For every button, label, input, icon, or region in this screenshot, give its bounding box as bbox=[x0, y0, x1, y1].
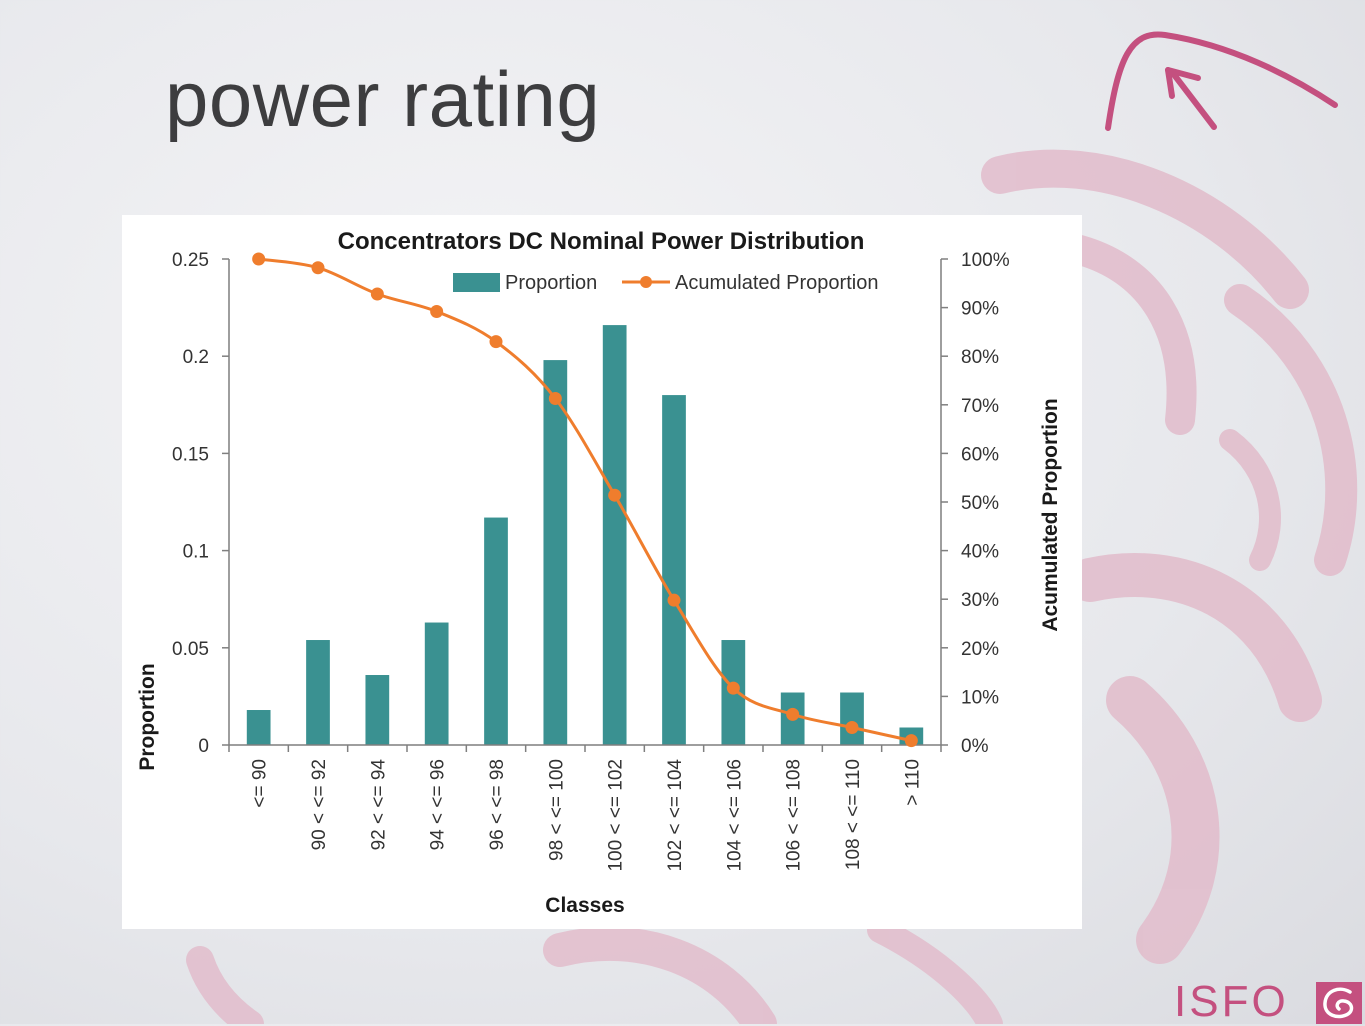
y2-axis-label: Acumulated Proportion bbox=[1039, 398, 1062, 631]
cumulative-point-6 bbox=[608, 488, 622, 502]
cumulative-line-layer bbox=[252, 252, 918, 748]
cumulative-point-10 bbox=[845, 721, 859, 735]
x-tick-label-3: 94 < <= 96 bbox=[428, 759, 449, 850]
y-tick-label-4: 0.2 bbox=[183, 347, 209, 368]
y2-tick-label-1: 10% bbox=[961, 687, 999, 708]
slide-title: power rating bbox=[165, 55, 601, 143]
axes-layer: 0 0.05 0.1 0.15 0.2 0.25 0% 10% 20% 30% 40% 50% 60% 7… bbox=[172, 250, 1010, 872]
y-tick-label-2: 0.1 bbox=[183, 542, 209, 563]
x-tick-label-4: 96 < <= 98 bbox=[487, 759, 508, 850]
bar-6 bbox=[602, 325, 627, 745]
cumulative-point-9 bbox=[786, 707, 800, 721]
x-tick-label-11: > 110 bbox=[902, 759, 923, 806]
y2-tick-label-5: 50% bbox=[961, 493, 999, 514]
cumulative-point-3 bbox=[430, 304, 444, 318]
cumulative-line bbox=[258, 257, 912, 743]
x-tick-label-10: 108 < <= 110 bbox=[843, 759, 864, 870]
legend-cumulative-label: Acumulated Proportion bbox=[675, 272, 878, 294]
bar-1 bbox=[306, 640, 330, 745]
cumulative-point-0 bbox=[252, 252, 266, 266]
x-axis-label: Classes bbox=[545, 894, 624, 917]
x-tick-label-9: 106 < <= 108 bbox=[784, 759, 805, 872]
cumulative-point-1 bbox=[311, 261, 325, 275]
x-tick-label-6: 100 < <= 102 bbox=[606, 759, 627, 872]
y2-tick-label-9: 90% bbox=[961, 299, 999, 320]
bar-2 bbox=[365, 675, 390, 745]
y-tick-label-5: 0.25 bbox=[172, 250, 209, 271]
isfoc-logo: ISFO bbox=[1170, 978, 1365, 1024]
cumulative-point-5 bbox=[548, 391, 562, 405]
legend-proportion-label: Proportion bbox=[505, 272, 597, 294]
y2-tick-label-4: 40% bbox=[961, 542, 999, 563]
logo-text: ISFO bbox=[1174, 977, 1289, 1026]
y2-tick-label-8: 80% bbox=[961, 347, 999, 368]
x-tick-label-7: 102 < <= 104 bbox=[665, 759, 686, 872]
y2-tick-label-2: 20% bbox=[961, 639, 999, 660]
cumulative-point-2 bbox=[370, 287, 384, 301]
bar-10 bbox=[840, 692, 864, 745]
cumulative-point-4 bbox=[489, 335, 503, 349]
bar-3 bbox=[424, 622, 449, 745]
chart-title: Concentrators DC Nominal Power Distribut… bbox=[338, 228, 865, 255]
cumulative-point-7 bbox=[667, 593, 681, 607]
x-tick-label-0: <= 90 bbox=[250, 759, 271, 808]
chart-panel: Concentrators DC Nominal Power Distribut… bbox=[122, 215, 1082, 929]
y2-tick-label-0: 0% bbox=[961, 736, 989, 757]
legend-proportion-swatch bbox=[453, 273, 500, 292]
y-axis-label: Proportion bbox=[136, 663, 159, 770]
y-tick-label-0: 0 bbox=[198, 736, 209, 757]
legend-cumulative-marker bbox=[640, 276, 652, 288]
bar-5 bbox=[543, 360, 568, 745]
x-tick-label-1: 90 < <= 92 bbox=[309, 759, 330, 850]
x-tick-label-2: 92 < <= 94 bbox=[368, 759, 389, 851]
bar-7 bbox=[662, 395, 686, 745]
y-tick-label-1: 0.05 bbox=[172, 639, 209, 660]
bar-0 bbox=[246, 710, 271, 745]
logo-swirl-icon bbox=[1316, 982, 1362, 1024]
y2-tick-label-7: 70% bbox=[961, 396, 999, 417]
y2-tick-label-6: 60% bbox=[961, 444, 999, 465]
legend: Proportion Acumulated Proportion bbox=[453, 272, 878, 294]
y2-tick-label-3: 30% bbox=[961, 590, 999, 611]
chart: Concentrators DC Nominal Power Distribut… bbox=[136, 228, 1062, 917]
cumulative-point-8 bbox=[726, 681, 740, 695]
bar-4 bbox=[484, 517, 508, 745]
bars-layer bbox=[246, 325, 924, 745]
x-tick-label-5: 98 < <= 100 bbox=[546, 759, 567, 861]
cumulative-point-11 bbox=[904, 734, 918, 748]
y2-tick-label-10: 100% bbox=[961, 250, 1010, 271]
x-tick-label-8: 104 < <= 106 bbox=[724, 759, 745, 872]
y-tick-label-3: 0.15 bbox=[172, 444, 209, 465]
